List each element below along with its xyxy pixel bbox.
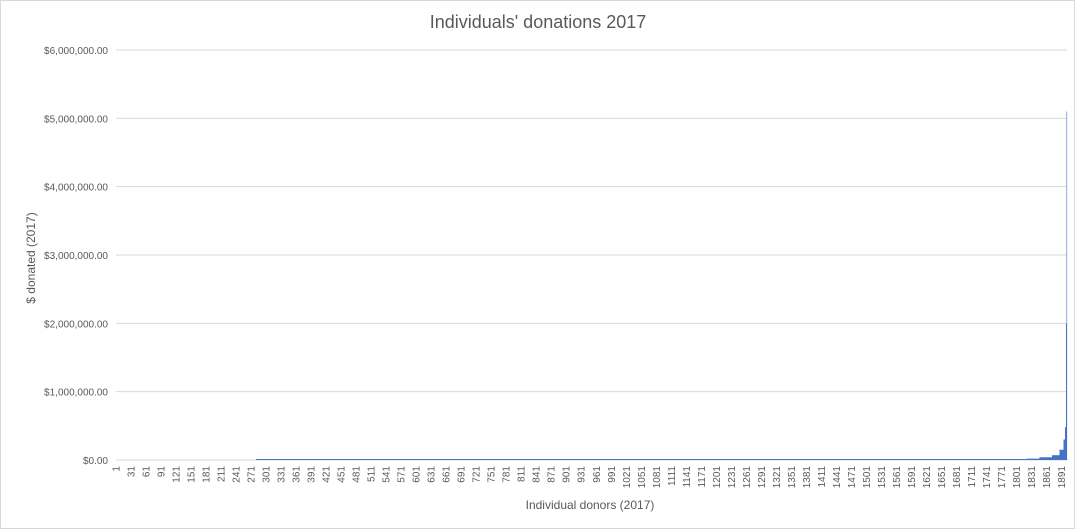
x-tick-label: 31 xyxy=(126,466,137,478)
x-tick-label: 1561 xyxy=(892,466,903,489)
bar xyxy=(1063,439,1065,460)
x-tick-label: 1771 xyxy=(997,466,1008,489)
x-tick-label: 511 xyxy=(367,466,378,482)
x-tick-label: 1711 xyxy=(967,466,978,488)
x-tick-label: 61 xyxy=(141,466,152,478)
x-tick-label: 1621 xyxy=(922,466,933,489)
x-tick-label: 1681 xyxy=(952,466,963,489)
x-tick-label: 871 xyxy=(547,466,558,483)
x-tick-label: 601 xyxy=(412,466,423,483)
x-tick-label: 1861 xyxy=(1042,466,1053,489)
bar xyxy=(1064,427,1066,460)
x-tick-label: 1081 xyxy=(652,466,663,489)
x-tick-label: 1381 xyxy=(802,466,813,489)
x-tick-label: 1831 xyxy=(1027,466,1038,489)
x-tick-label: 1021 xyxy=(622,466,633,489)
x-tick-label: 1171 xyxy=(697,466,708,488)
y-tick-label: $6,000,000.00 xyxy=(44,46,108,57)
x-tick-label: 1411 xyxy=(817,466,828,488)
x-tick-label: 1651 xyxy=(937,466,948,489)
x-tick-label: 721 xyxy=(472,466,483,483)
x-tick-label: 931 xyxy=(577,466,588,483)
x-tick-label: 991 xyxy=(607,466,618,483)
y-tick-label: $1,000,000.00 xyxy=(44,388,108,399)
x-tick-label: 961 xyxy=(592,466,603,483)
x-tick-label: 1501 xyxy=(862,466,873,489)
x-tick-label: 1 xyxy=(111,466,122,472)
gridlines xyxy=(116,49,1067,461)
bar xyxy=(1026,458,1040,460)
x-tick-label: 1141 xyxy=(682,466,693,488)
x-tick-label: 691 xyxy=(457,466,468,483)
x-tick-labels: 1 31 61 91 121 151 181 211 241 271 301 331 361 391 421… xyxy=(111,466,1068,489)
y-tick-label: $5,000,000.00 xyxy=(44,114,108,125)
x-tick-label: 1291 xyxy=(757,466,768,489)
bars xyxy=(256,111,1068,460)
y-tick-label: $4,000,000.00 xyxy=(44,183,108,194)
x-tick-label: 241 xyxy=(231,466,242,483)
x-tick-label: 781 xyxy=(502,466,513,483)
x-tick-label: 811 xyxy=(517,466,528,482)
x-tick-label: 751 xyxy=(487,466,498,483)
bar xyxy=(1065,323,1067,460)
x-tick-label: 1531 xyxy=(877,466,888,489)
x-tick-label: 541 xyxy=(382,466,393,483)
x-tick-label: 151 xyxy=(186,466,197,483)
x-tick-label: 901 xyxy=(562,466,573,483)
y-tick-labels: $0.00 $1,000,000.00 $2,000,000.00 $3,000,00… xyxy=(44,46,108,467)
x-tick-label: 1471 xyxy=(847,466,858,489)
y-axis-title: $ donated (2017) xyxy=(24,212,38,303)
x-tick-label: 361 xyxy=(291,466,302,483)
x-tick-label: 451 xyxy=(336,466,347,483)
x-tick-label: 1231 xyxy=(727,466,738,489)
x-tick-label: 421 xyxy=(321,466,332,483)
x-tick-label: 1261 xyxy=(742,466,753,489)
y-tick-label: $2,000,000.00 xyxy=(44,319,108,330)
x-tick-label: 1741 xyxy=(982,466,993,489)
x-tick-label: 91 xyxy=(156,466,167,478)
x-tick-label: 301 xyxy=(261,466,272,483)
bar xyxy=(1039,457,1052,460)
x-tick-label: 1351 xyxy=(787,466,798,489)
x-axis-title: Individual donors (2017) xyxy=(526,498,655,512)
x-tick-label: 631 xyxy=(427,466,438,483)
chart-title: Individuals' donations 2017 xyxy=(430,12,647,32)
x-tick-label: 1591 xyxy=(907,466,918,489)
x-tick-label: 1201 xyxy=(712,466,723,489)
x-tick-label: 391 xyxy=(306,466,317,483)
x-tick-label: 211 xyxy=(216,466,227,482)
y-tick-label: $0.00 xyxy=(83,456,108,467)
bar xyxy=(1059,449,1064,460)
bar xyxy=(1051,455,1060,460)
x-tick-label: 841 xyxy=(532,466,543,483)
x-tick-label: 181 xyxy=(201,466,212,483)
y-tick-label: $3,000,000.00 xyxy=(44,251,108,262)
x-tick-label: 1051 xyxy=(637,466,648,489)
x-tick-label: 1111 xyxy=(667,466,678,486)
x-tick-label: 481 xyxy=(352,466,363,483)
bar xyxy=(1011,459,1027,460)
x-tick-label: 1441 xyxy=(832,466,843,489)
bar xyxy=(256,459,1012,460)
x-tick-label: 331 xyxy=(276,466,287,483)
bar xyxy=(1066,111,1068,460)
x-tick-label: 661 xyxy=(442,466,453,483)
x-tick-label: 571 xyxy=(397,466,408,483)
x-tick-label: 1891 xyxy=(1057,466,1068,489)
x-tick-label: 271 xyxy=(246,466,257,483)
x-tick-label: 1321 xyxy=(772,466,783,489)
x-tick-label: 121 xyxy=(171,466,182,483)
x-tick-label: 1801 xyxy=(1012,466,1023,489)
